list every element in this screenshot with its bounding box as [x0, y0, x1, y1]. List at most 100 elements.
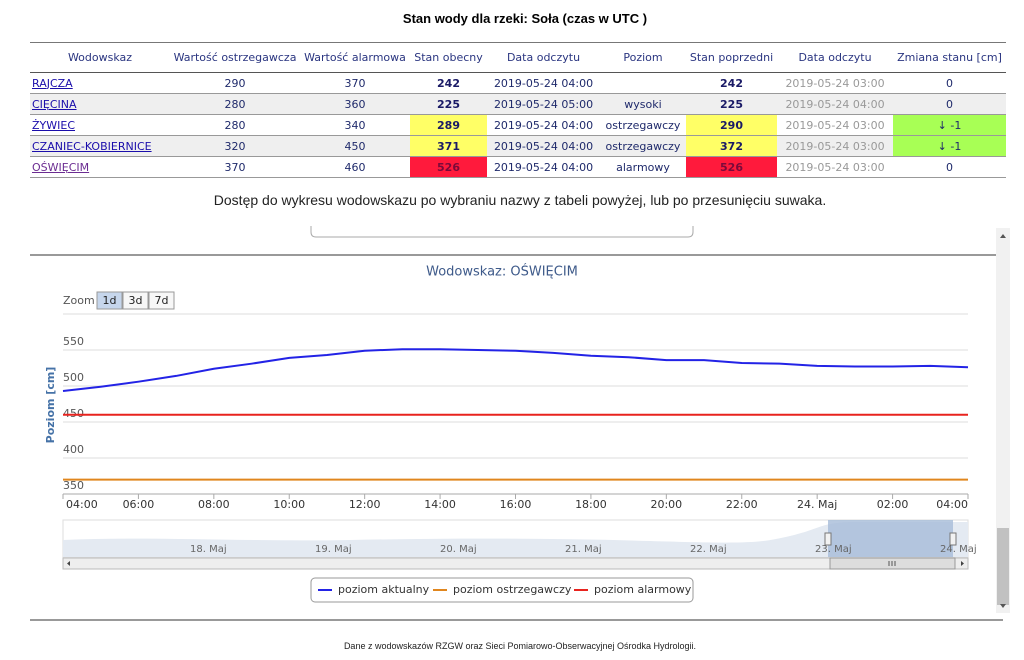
x-tick-label: 04:00	[936, 498, 968, 511]
x-tick-label: 16:00	[500, 498, 532, 511]
table-cell: 290	[170, 72, 300, 94]
column-header: Stan poprzedni	[686, 42, 777, 73]
x-tick-label: 14:00	[424, 498, 456, 511]
column-header: Stan obecny	[410, 42, 487, 73]
station-link[interactable]: CIĘCINA	[32, 97, 77, 111]
table-cell: 280	[170, 93, 300, 115]
table-cell: 460	[300, 156, 410, 178]
station-link[interactable]: OŚWIĘCIM	[32, 160, 90, 174]
table-cell: 2019-05-24 04:00	[487, 156, 600, 178]
navigator-scrollbar[interactable]	[62, 557, 969, 570]
table-cell: 2019-05-24 03:00	[777, 72, 893, 94]
table-row: CIĘCINA 280 360 225 2019-05-24 05:00 wysoki 22…	[30, 93, 1006, 115]
navigator-area	[63, 522, 968, 557]
navigator-handle[interactable]	[949, 532, 957, 546]
footer: Dane z wodowskazów RZGW oraz Sieci Pomia…	[343, 641, 697, 651]
table-cell: 280	[170, 114, 300, 136]
x-tick-label: 02:00	[877, 498, 909, 511]
table-cell: 370	[170, 156, 300, 178]
table-row: CZANIEC-KOBIERNICE 320 450 371 2019-05-24 04…	[30, 135, 1006, 157]
navigator-selection[interactable]	[828, 520, 953, 557]
intro-text: Dostęp do wykresu wodowskazu po wybraniu…	[213, 192, 827, 208]
table-cell: 0	[893, 156, 1006, 178]
navigator-label: 21. Maj	[565, 544, 602, 555]
table-row: ŻYWIEC 280 340 289 2019-05-24 04:00 ostrzegaw…	[30, 114, 1006, 136]
x-tick-label: 06:00	[123, 498, 155, 511]
table-cell: alarmowy	[600, 156, 686, 178]
navigator-label: 22. Maj	[690, 544, 727, 555]
x-tick-label: 10:00	[273, 498, 305, 511]
table-cell: ostrzegawczy	[600, 114, 686, 136]
column-header: Wodowskaz	[30, 42, 170, 73]
table-cell: 290	[686, 114, 777, 136]
zoom-button-label[interactable]: 3d	[129, 294, 143, 307]
x-tick-label: 20:00	[650, 498, 682, 511]
zoom-button[interactable]	[122, 291, 149, 310]
column-header: Poziom	[600, 42, 686, 73]
table-cell: 450	[300, 135, 410, 157]
y-tick-label: 550	[63, 335, 84, 348]
column-header: Data odczytu	[777, 42, 893, 73]
table-cell: RAJCZA	[30, 72, 170, 94]
table-cell: CIĘCINA	[30, 93, 170, 115]
table-cell: 2019-05-24 03:00	[777, 156, 893, 178]
y-tick-label: 450	[63, 407, 84, 420]
table-cell: 2019-05-24 04:00	[487, 114, 600, 136]
x-tick-label: 08:00	[198, 498, 230, 511]
table-cell: ostrzegawczy	[600, 135, 686, 157]
table-cell: 242	[686, 72, 777, 94]
legend-label[interactable]: poziom alarmowy	[594, 583, 692, 596]
zoom-button[interactable]	[148, 291, 175, 310]
zoom-button-label[interactable]: 1d	[103, 294, 117, 307]
legend	[310, 577, 694, 603]
table-cell: 371	[410, 135, 487, 157]
thumb-grip	[888, 561, 896, 566]
zoom-button-label[interactable]: 7d	[155, 294, 169, 307]
legend-label[interactable]: poziom aktualny	[338, 583, 430, 596]
navigator-handle[interactable]	[824, 532, 832, 546]
y-tick-label: 350	[63, 479, 84, 492]
cut-box	[310, 226, 694, 238]
column-header: Zmiana stanu [cm]	[893, 42, 1006, 73]
table-cell: ŻYWIEC	[30, 114, 170, 136]
scroll-thumb[interactable]	[997, 528, 1009, 605]
table-cell: 0	[893, 93, 1006, 115]
scrollbar[interactable]	[996, 228, 1010, 613]
table-cell: 340	[300, 114, 410, 136]
y-axis-label: Poziom [cm]	[44, 367, 57, 444]
legend-label[interactable]: poziom ostrzegawczy	[453, 583, 572, 596]
zoom-button[interactable]	[96, 291, 123, 310]
station-link[interactable]: CZANIEC-KOBIERNICE	[32, 139, 152, 153]
table-cell: 2019-05-24 04:00	[487, 72, 600, 94]
zoom-label: Zoom	[63, 294, 95, 307]
table-cell: 2019-05-24 04:00	[487, 135, 600, 157]
table-cell: 360	[300, 93, 410, 115]
table-cell: OŚWIĘCIM	[30, 156, 170, 178]
table-cell: ↓ -1	[893, 114, 1006, 136]
table: Wodowskaz Wartość ostrzegawcza Wartość ala…	[30, 42, 1006, 178]
table-cell: wysoki	[600, 93, 686, 115]
station-link[interactable]: ŻYWIEC	[32, 118, 76, 132]
x-tick-label: 04:00	[66, 498, 98, 511]
table-cell: 526	[410, 156, 487, 178]
navigator-label: 23. Maj	[815, 544, 852, 555]
table-cell: CZANIEC-KOBIERNICE	[30, 135, 170, 157]
table-cell: 2019-05-24 03:00	[777, 114, 893, 136]
table-cell: 225	[410, 93, 487, 115]
page-title: Stan wody dla rzeki: Soła (czas w UTC )	[402, 11, 648, 26]
table-cell: 2019-05-24 05:00	[487, 93, 600, 115]
x-tick-label: 22:00	[726, 498, 758, 511]
station-link[interactable]: RAJCZA	[32, 76, 73, 90]
table-cell: 242	[410, 72, 487, 94]
column-header: Wartość alarmowa	[300, 42, 410, 73]
table-cell: 289	[410, 114, 487, 136]
series-line	[62, 348, 969, 393]
table-cell: 370	[300, 72, 410, 94]
table-cell: 526	[686, 156, 777, 178]
navigator-label: 19. Maj	[315, 544, 352, 555]
y-tick-label: 400	[63, 443, 84, 456]
table-row: OŚWIĘCIM 370 460 526 2019-05-24 04:00 alarmow…	[30, 156, 1006, 178]
x-tick-label: 24. Maj	[797, 498, 837, 511]
x-tick-label: 12:00	[349, 498, 381, 511]
